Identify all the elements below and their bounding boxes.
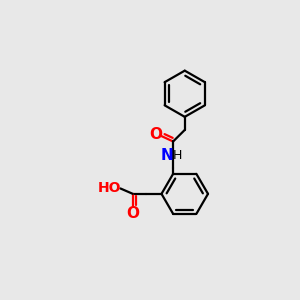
Text: O: O — [126, 206, 139, 220]
Text: N: N — [160, 148, 173, 163]
Text: HO: HO — [98, 182, 121, 196]
Text: H: H — [173, 149, 182, 162]
Text: O: O — [149, 127, 162, 142]
